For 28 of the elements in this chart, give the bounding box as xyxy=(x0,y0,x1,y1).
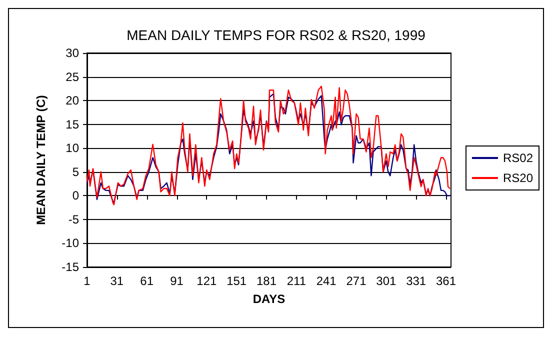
x-tick-label: 91 xyxy=(170,274,184,288)
x-tick-label: 121 xyxy=(196,274,218,288)
x-tick-label: 31 xyxy=(110,274,124,288)
y-tick-label: 20 xyxy=(66,94,80,108)
legend-label: RS02 xyxy=(502,151,534,165)
y-tick-label: -5 xyxy=(68,212,80,226)
x-tick-label: 271 xyxy=(346,274,367,288)
x-tick-label: 241 xyxy=(316,274,337,288)
y-tick-label: 15 xyxy=(66,117,80,132)
y-tick-label: 5 xyxy=(72,164,80,179)
y-axis-title: MEAN DAILY TEMP (C) xyxy=(34,95,48,225)
x-tick-label: 331 xyxy=(406,274,426,288)
x-tick-label: 211 xyxy=(286,274,306,288)
x-tick-label: 1 xyxy=(84,274,91,288)
x-tick-label: 301 xyxy=(376,274,397,288)
x-tick-label: 61 xyxy=(140,274,154,288)
legend-label: RS20 xyxy=(502,171,534,185)
x-tick-label: 151 xyxy=(226,274,247,288)
x-tick-label: 181 xyxy=(256,274,277,288)
y-tick-label: -15 xyxy=(62,260,80,274)
y-tick-label: 0 xyxy=(72,188,80,203)
chart-title: MEAN DAILY TEMPS FOR RS02 & RS20, 1999 xyxy=(126,27,426,43)
y-tick-label: 10 xyxy=(66,141,80,156)
y-tick-label: 30 xyxy=(66,46,80,60)
y-tick-label: -10 xyxy=(62,236,80,250)
y-tick-label: 25 xyxy=(66,70,80,84)
x-tick-label: 361 xyxy=(436,274,456,288)
x-axis-title: DAYS xyxy=(252,292,286,306)
